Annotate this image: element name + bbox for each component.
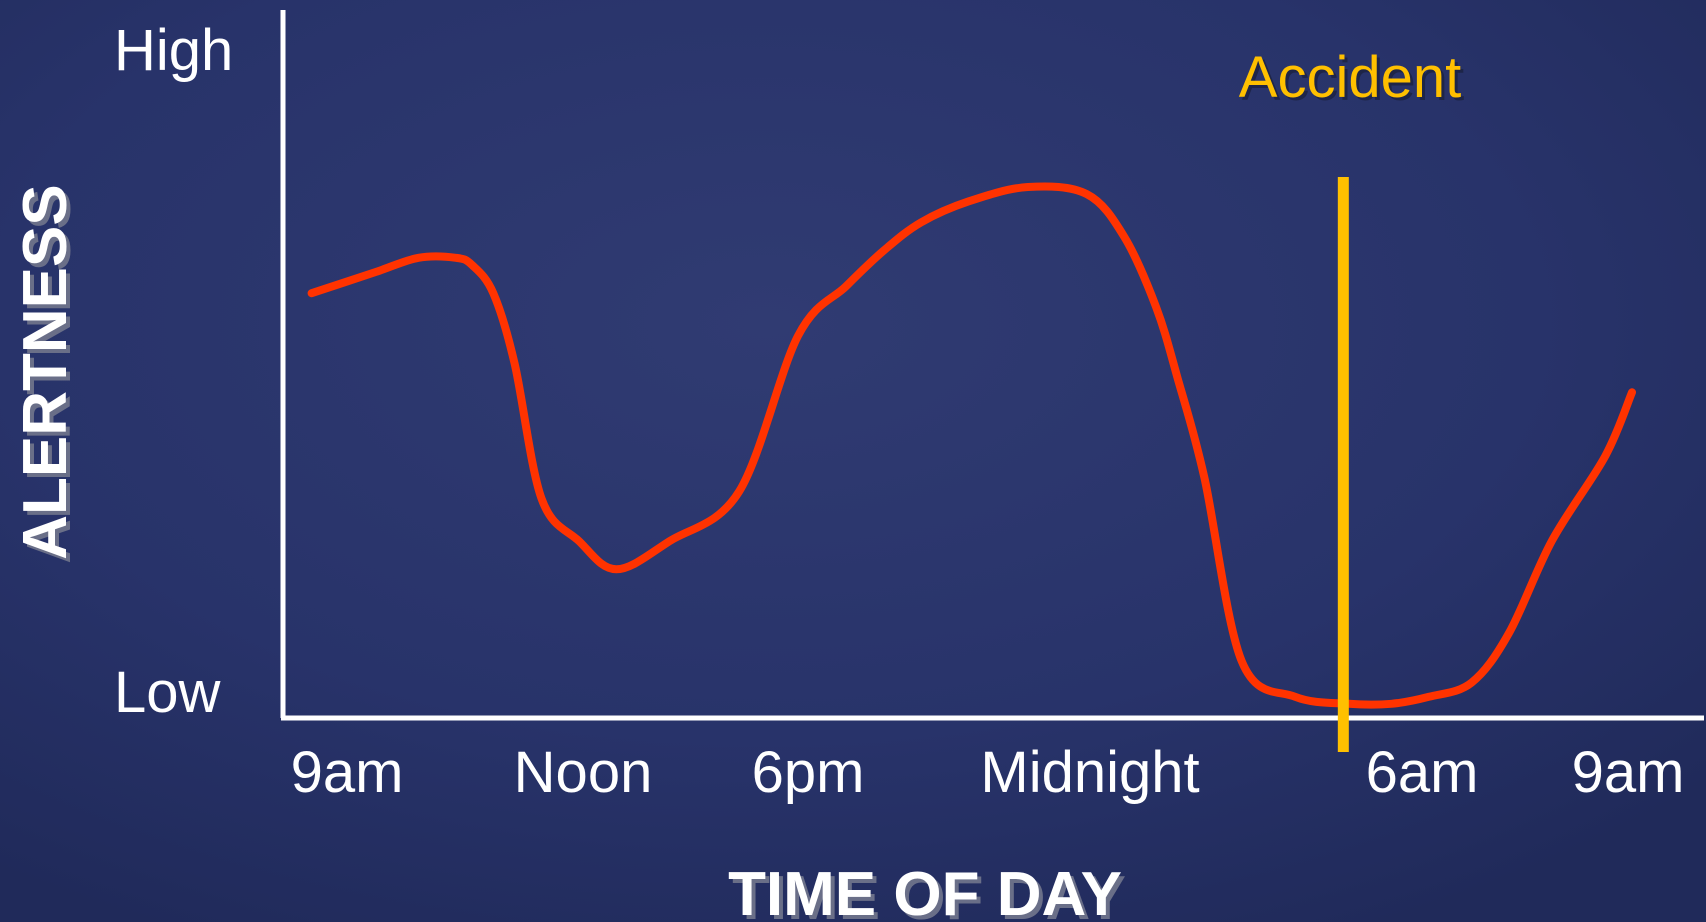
alertness-curve-0 [307,182,1636,709]
labels-layer: 9am Noon 6pm Midnight 6am 9am High Low TIME OF D… [11,18,1684,922]
x-tick-label: 6pm [752,740,865,805]
x-axis-title: TIME OF DAY [728,860,1122,922]
axes [280,10,1704,721]
x-tick-label: 9am [1572,740,1685,805]
accident-label: Accident [1239,45,1461,110]
y-tick-label: High [114,18,233,83]
accident-label-shadow: Accident [1242,48,1464,113]
y-axis-title-shadow: ALERTNESS [15,188,84,563]
y-axis-title: ALERTNESS [11,184,80,559]
series-layer [307,182,1636,709]
x-axis-title-shadow: TIME OF DAY [732,864,1126,922]
y-tick-label: Low [114,660,222,725]
x-tick-label: 9am [291,740,404,805]
x-tick-label: 6am [1366,740,1479,805]
x-tick-label: Noon [514,740,653,805]
x-tick-label: Midnight [980,740,1199,805]
